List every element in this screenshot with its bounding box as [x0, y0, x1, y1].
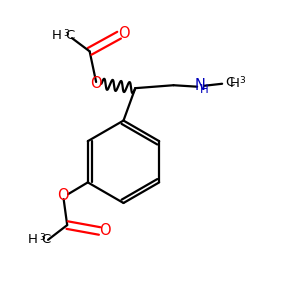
Text: O: O	[99, 224, 111, 238]
Text: 3: 3	[239, 76, 245, 85]
Text: H: H	[28, 233, 38, 246]
Text: 3: 3	[63, 28, 69, 38]
Text: O: O	[90, 76, 102, 91]
Text: C: C	[225, 76, 234, 89]
Text: C: C	[41, 233, 51, 246]
Text: O: O	[57, 188, 69, 203]
Text: O: O	[118, 26, 130, 41]
Text: H: H	[200, 83, 209, 96]
Text: C: C	[65, 29, 74, 42]
Text: 3: 3	[39, 233, 45, 242]
Text: H: H	[230, 77, 240, 90]
Text: H: H	[52, 29, 62, 42]
Text: N: N	[195, 78, 206, 93]
